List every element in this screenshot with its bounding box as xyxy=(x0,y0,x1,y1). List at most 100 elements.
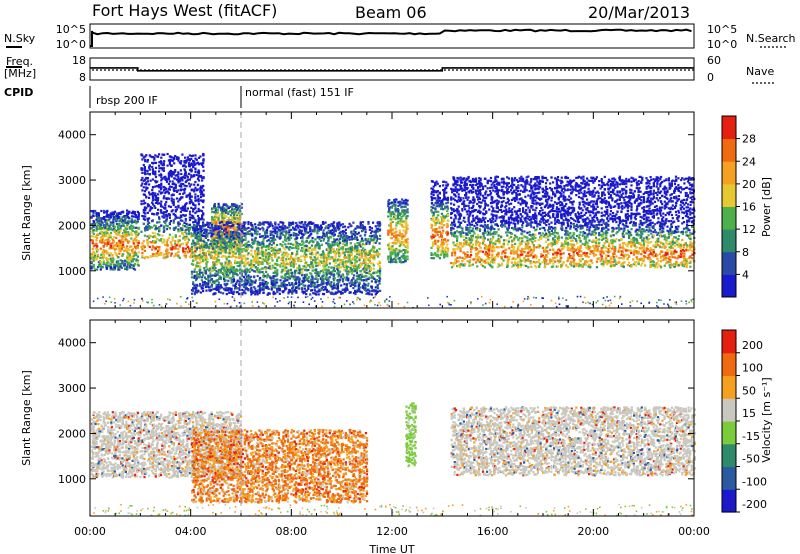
scatter-cell xyxy=(163,220,166,223)
scatter-cell xyxy=(330,281,333,284)
scatter-cell xyxy=(197,171,201,175)
scatter-cell xyxy=(354,255,357,258)
scatter-cell xyxy=(235,268,238,271)
scatter-cell xyxy=(225,215,228,218)
scatter-cell xyxy=(352,287,355,290)
scatter-cell xyxy=(210,269,214,272)
scatter-cell xyxy=(111,254,114,257)
scatter-cell xyxy=(156,238,159,241)
scatter-cell xyxy=(201,179,204,182)
scatter-cell xyxy=(202,243,205,246)
scatter-cell xyxy=(168,163,171,166)
scatter-cell xyxy=(141,176,144,180)
scatter-cell xyxy=(180,196,183,199)
scatter-cell xyxy=(359,270,362,273)
scatter-cell xyxy=(165,180,168,183)
scatter-cell xyxy=(274,292,277,295)
scatter-cell xyxy=(307,231,310,234)
scatter-cell xyxy=(193,162,196,165)
scatter-cell xyxy=(338,266,341,269)
scatter-cell xyxy=(173,247,176,250)
scatter-cell xyxy=(312,259,315,262)
scatter-cell xyxy=(216,211,219,214)
scatter-cell xyxy=(316,232,319,235)
scatter-cell xyxy=(317,293,320,296)
scatter-cell xyxy=(226,219,229,223)
scatter-cell xyxy=(225,255,228,258)
scatter-cell xyxy=(94,258,97,261)
scatter-cell xyxy=(143,166,146,169)
scatter-cell xyxy=(226,235,229,238)
scatter-cell xyxy=(228,266,231,269)
scatter-cell xyxy=(334,243,337,246)
scatter-cell xyxy=(202,212,205,215)
scatter-cell xyxy=(211,218,214,221)
scatter-cell xyxy=(232,237,236,240)
scatter-cell xyxy=(113,268,117,271)
scatter-cell xyxy=(109,227,113,230)
scatter-cell xyxy=(200,276,203,279)
scatter-cell xyxy=(146,239,149,242)
scatter-cell xyxy=(361,221,365,224)
scatter-cell xyxy=(135,240,138,243)
scatter-cell xyxy=(164,221,167,224)
scatter-cell xyxy=(202,200,205,204)
scatter-cell xyxy=(174,174,177,177)
scatter-cell xyxy=(174,210,177,213)
scatter-cell xyxy=(90,262,93,265)
scatter-cell xyxy=(212,236,215,239)
scatter-cell xyxy=(145,186,148,189)
scatter-cell xyxy=(234,231,237,234)
scatter-cell xyxy=(160,182,163,185)
scatter-cell xyxy=(171,180,174,183)
scatter-cell xyxy=(160,174,163,177)
scatter-cell xyxy=(245,246,248,249)
scatter-cell xyxy=(182,188,185,191)
scatter-cell xyxy=(206,243,209,247)
scatter-cell xyxy=(166,214,169,217)
scatter-cell xyxy=(234,229,237,232)
scatter-cell xyxy=(180,172,183,176)
scatter-cell xyxy=(200,279,203,282)
scatter-cell xyxy=(224,249,227,252)
scatter-cell xyxy=(95,218,98,221)
scatter-cell xyxy=(188,216,191,219)
scatter-cell xyxy=(163,188,166,191)
scatter-cell xyxy=(161,234,164,237)
scatter-cell xyxy=(162,167,165,170)
scatter-cell xyxy=(195,232,198,235)
scatter-cell xyxy=(115,247,118,251)
scatter-cell xyxy=(239,212,242,215)
scatter-cell xyxy=(174,185,177,188)
scatter-cell xyxy=(324,227,327,230)
scatter-cell xyxy=(225,203,228,206)
scatter-cell xyxy=(143,245,146,248)
scatter-cell xyxy=(348,238,351,241)
scatter-cell xyxy=(350,261,354,264)
scatter-cell xyxy=(227,233,231,236)
scatter-cell xyxy=(178,180,181,183)
scatter-cell xyxy=(177,242,180,245)
scatter-cell xyxy=(298,277,301,280)
cpid-label: CPID xyxy=(4,86,33,99)
scatter-cell xyxy=(356,241,359,245)
scatter-cell xyxy=(122,229,126,232)
scatter-cell xyxy=(240,206,243,209)
scatter-cell xyxy=(247,274,250,277)
scatter-cell xyxy=(217,227,221,230)
scatter-cell xyxy=(181,153,184,156)
scatter-cell xyxy=(202,281,205,284)
scatter-cell xyxy=(146,203,149,206)
scatter-cell xyxy=(322,222,325,225)
scatter-cell xyxy=(159,239,163,242)
scatter-cell xyxy=(128,220,132,223)
scatter-cell xyxy=(307,264,311,267)
scatter-cell xyxy=(319,288,322,292)
scatter-cell xyxy=(310,272,313,275)
scatter-cell xyxy=(214,292,217,295)
scatter-cell xyxy=(192,239,195,242)
scatter-cell xyxy=(127,258,130,261)
scatter-cell xyxy=(355,272,359,275)
scatter-cell xyxy=(322,260,326,263)
